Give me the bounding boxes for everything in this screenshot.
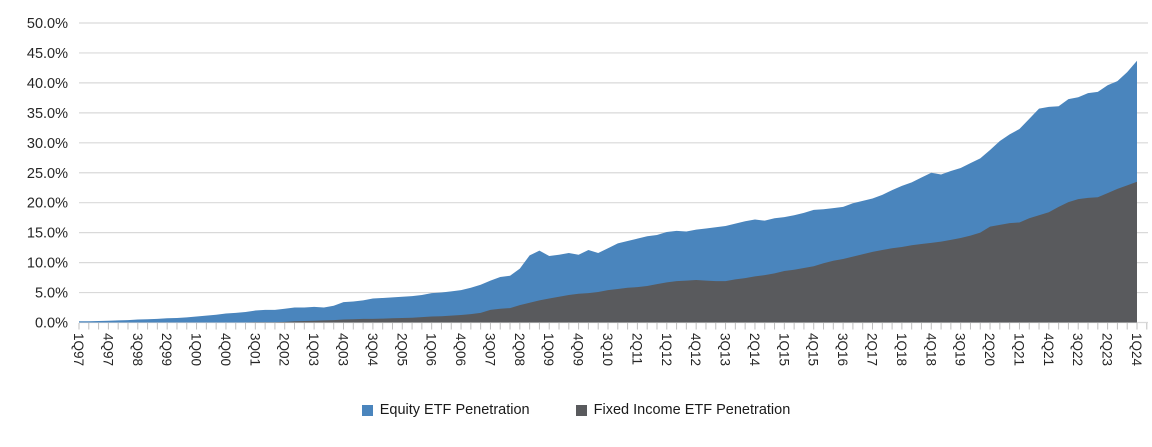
x-axis-label: 1Q03 xyxy=(306,333,321,366)
equity-legend-swatch-icon xyxy=(361,404,373,416)
x-axis-label: 1Q06 xyxy=(424,333,439,366)
x-axis-label: 4Q09 xyxy=(571,333,586,366)
fixed-income-legend-label: Fixed Income ETF Penetration xyxy=(593,402,791,418)
x-axis-label: 3Q04 xyxy=(365,333,380,367)
x-axis-label: 3Q01 xyxy=(247,333,262,366)
y-axis-label: 20.0% xyxy=(27,196,68,212)
fixed-income-area-series xyxy=(79,181,1137,323)
x-axis-label: 1Q09 xyxy=(541,333,556,366)
y-axis-label: 10.0% xyxy=(27,256,68,272)
x-axis-label: 3Q98 xyxy=(130,333,145,366)
y-axis-label: 30.0% xyxy=(27,136,68,152)
x-axis-label: 2Q11 xyxy=(629,333,644,365)
x-axis-label: 2Q99 xyxy=(159,333,174,366)
x-axis-label: 4Q06 xyxy=(453,333,468,366)
y-axis-label: 5.0% xyxy=(35,286,68,302)
y-axis-label: 40.0% xyxy=(27,76,68,92)
x-axis-label: 3Q19 xyxy=(953,333,968,366)
legend-item-fixed-income: Fixed Income ETF Penetration xyxy=(575,402,791,418)
y-axis-label: 15.0% xyxy=(27,226,68,242)
legend-item-equity: Equity ETF Penetration xyxy=(361,402,530,418)
x-axis-label: 1Q24 xyxy=(1129,333,1144,367)
x-axis-label: 4Q97 xyxy=(100,333,115,366)
x-axis-label: 3Q07 xyxy=(482,333,497,366)
x-axis-label: 1Q97 xyxy=(71,333,86,366)
y-axis-label: 25.0% xyxy=(27,166,68,182)
x-axis-label: 1Q21 xyxy=(1011,333,1026,366)
x-axis-label: 1Q15 xyxy=(776,333,791,366)
x-axis-label: 2Q20 xyxy=(982,333,997,366)
fixed-income-legend-swatch-icon xyxy=(575,404,587,416)
y-axis-label: 0.0% xyxy=(35,316,68,332)
x-axis-label: 3Q22 xyxy=(1070,333,1085,366)
x-axis-label: 2Q23 xyxy=(1100,333,1115,366)
x-axis-label: 4Q18 xyxy=(923,333,938,366)
x-axis-label: 3Q16 xyxy=(835,333,850,366)
x-axis-label: 2Q14 xyxy=(747,333,762,367)
x-axis-label: 1Q00 xyxy=(189,333,204,366)
x-axis-label: 3Q10 xyxy=(600,333,615,366)
x-axis-label: 4Q21 xyxy=(1041,333,1056,366)
equity-legend-label: Equity ETF Penetration xyxy=(379,402,530,418)
x-axis-label: 1Q12 xyxy=(659,333,674,366)
x-axis-label: 2Q08 xyxy=(512,333,527,366)
x-axis-label: 3Q13 xyxy=(718,333,733,366)
y-axis-label: 50.0% xyxy=(27,16,68,32)
x-axis-label: 1Q18 xyxy=(894,333,909,366)
x-axis-label: 2Q17 xyxy=(865,333,880,366)
y-axis-label: 45.0% xyxy=(27,46,68,62)
x-axis-label: 2Q02 xyxy=(277,333,292,366)
x-axis-label: 2Q05 xyxy=(394,333,409,366)
x-axis-label: 4Q03 xyxy=(336,333,351,366)
chart-legend: Equity ETF Penetration Fixed Income ETF … xyxy=(0,402,1152,418)
x-axis-label: 4Q12 xyxy=(688,333,703,366)
x-axis-label: 4Q15 xyxy=(806,333,821,366)
y-axis-label: 35.0% xyxy=(27,106,68,122)
x-axis-label: 4Q00 xyxy=(218,333,233,366)
